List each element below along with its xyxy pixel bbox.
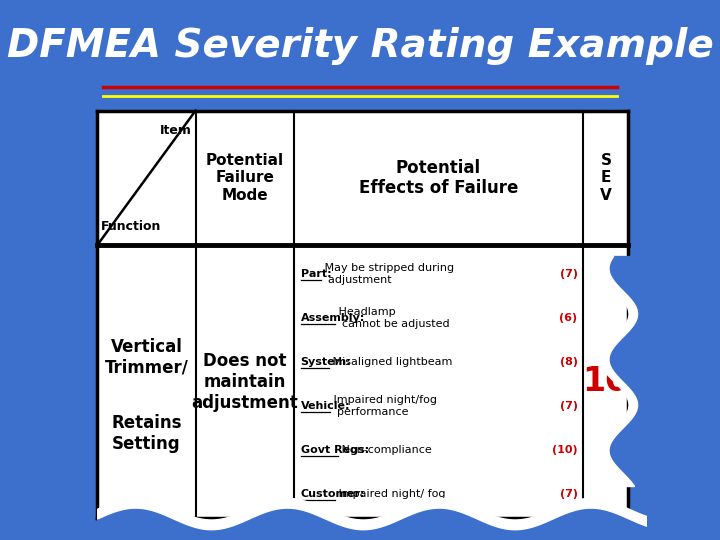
Text: (7): (7) xyxy=(559,401,577,411)
Text: Vehicle:: Vehicle: xyxy=(301,401,350,411)
Text: Impaired night/ fog: Impaired night/ fog xyxy=(335,489,446,499)
Text: Assembly:: Assembly: xyxy=(301,313,365,323)
Text: Vertical
Trimmer/: Vertical Trimmer/ xyxy=(104,338,189,377)
Text: Potential
Failure
Mode: Potential Failure Mode xyxy=(206,153,284,203)
Text: Impaired night/fog
  performance: Impaired night/fog performance xyxy=(330,395,437,416)
Text: Govt Regs:: Govt Regs: xyxy=(301,445,369,455)
Text: (10): (10) xyxy=(552,445,577,455)
Text: 10: 10 xyxy=(582,366,629,399)
Text: Headlamp
  cannot be adjusted: Headlamp cannot be adjusted xyxy=(335,307,449,328)
Text: Non-compliance: Non-compliance xyxy=(338,445,431,455)
Text: Does not
maintain
adjustment: Does not maintain adjustment xyxy=(192,352,298,411)
Text: S
E
V: S E V xyxy=(600,153,612,203)
Text: Potential
Effects of Failure: Potential Effects of Failure xyxy=(359,159,518,198)
Bar xyxy=(97,111,629,518)
Text: (6): (6) xyxy=(559,313,577,323)
Text: System:: System: xyxy=(301,357,351,367)
Text: May be stripped during
  adjustment: May be stripped during adjustment xyxy=(321,263,454,285)
Text: Misaligned lightbeam: Misaligned lightbeam xyxy=(329,357,453,367)
Text: DFMEA Severity Rating Example: DFMEA Severity Rating Example xyxy=(6,27,714,65)
Text: Retains
Setting: Retains Setting xyxy=(111,414,181,453)
Text: (8): (8) xyxy=(559,357,577,367)
Text: (7): (7) xyxy=(559,269,577,279)
Text: Item: Item xyxy=(161,124,192,137)
Text: Part:: Part: xyxy=(301,269,331,279)
Text: Function: Function xyxy=(101,220,161,233)
Text: (7): (7) xyxy=(559,489,577,499)
Text: Customer:: Customer: xyxy=(301,489,365,499)
